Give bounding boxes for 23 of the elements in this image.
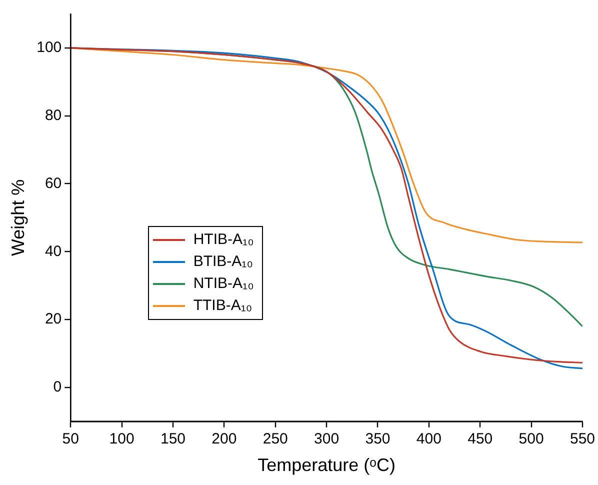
y-tick-label: 80 [44,106,62,124]
x-tick-label: 250 [262,430,288,448]
x-tick-label: 350 [365,430,390,448]
x-tick-label: 550 [570,430,595,448]
y-tick-label: 60 [44,174,62,192]
legend-label: TTIB-A₁₀ [193,297,252,314]
x-tick-label: 450 [468,430,493,448]
x-tick-label: 200 [212,430,237,448]
y-tick-label: 100 [36,39,62,56]
x-tick-label: 500 [518,430,544,448]
x-tick-label: 150 [160,430,186,448]
y-tick-label: 20 [44,310,62,328]
x-tick-label: 100 [109,430,134,448]
y-tick-label: 0 [53,378,62,396]
y-axis-title: Weight % [8,179,28,256]
legend-label: BTIB-A₁₀ [193,253,253,270]
legend-label: NTIB-A₁₀ [193,275,254,292]
x-tick-label: 400 [416,430,442,448]
x-axis-title: Temperature (ᵒC) [258,455,396,476]
x-tick-label: 50 [62,430,79,448]
x-tick-label: 300 [314,430,340,448]
legend-label: HTIB-A₁₀ [193,231,254,248]
y-tick-label: 40 [44,242,62,260]
